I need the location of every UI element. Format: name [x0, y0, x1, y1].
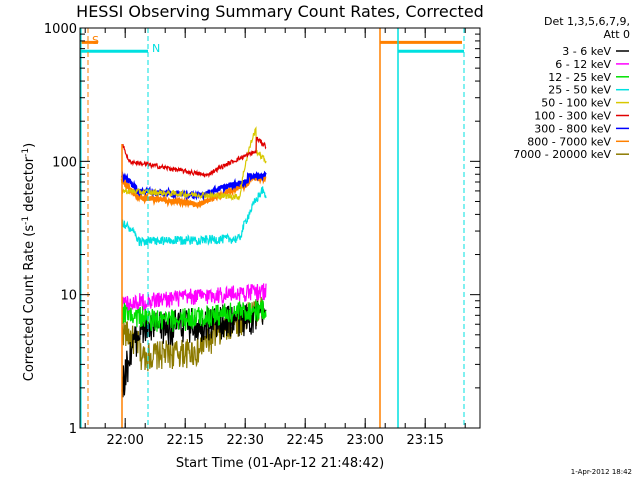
plot-frame — [79, 27, 481, 429]
legend-header-line1: Det 1,3,5,6,7,9, — [544, 15, 630, 28]
series-line — [121, 136, 267, 178]
series-line — [121, 298, 267, 332]
legend-label: 3 - 6 keV — [562, 45, 611, 58]
x-axis-label: Start Time (01-Apr-12 21:48:42) — [176, 456, 384, 471]
y-tick-label: 1 — [69, 422, 77, 437]
legend-label: 7000 - 20000 keV — [513, 148, 611, 161]
legend-label: 25 - 50 keV — [548, 84, 611, 97]
flag-label-n: N — [152, 42, 160, 55]
flag-label-s: S — [92, 34, 99, 47]
y-tick-label: 10 — [60, 289, 77, 304]
series-line — [121, 283, 267, 312]
legend-label: 50 - 100 keV — [541, 97, 611, 110]
chart-title: HESSI Observing Summary Count Rates, Cor… — [76, 2, 484, 21]
y-axis-label: Corrected Count Rate (s-1 detector-1) — [21, 143, 37, 381]
y-tick-label: 1000 — [44, 22, 77, 37]
x-tick-label: 22:15 — [166, 433, 203, 448]
data-layer: SN — [80, 28, 465, 428]
series-line — [121, 126, 267, 201]
legend-label: 6 - 12 keV — [555, 58, 611, 71]
legend-header-line2: Att 0 — [604, 28, 630, 41]
x-tick-label: 22:30 — [226, 433, 263, 448]
legend-label: 12 - 25 keV — [548, 71, 611, 84]
legend-label: 300 - 800 keV — [534, 122, 611, 135]
y-tick-label: 100 — [52, 155, 77, 170]
x-tick-label: 22:00 — [106, 433, 143, 448]
timestamp: 1-Apr-2012 18:42 — [571, 468, 632, 476]
series-line — [121, 186, 267, 247]
x-tick-label: 23:00 — [346, 433, 383, 448]
legend-label: 800 - 7000 keV — [527, 135, 611, 148]
legend-label: 100 - 300 keV — [534, 110, 611, 123]
x-tick-label: 22:45 — [286, 433, 323, 448]
x-tick-label: 23:15 — [406, 433, 443, 448]
axis-layer: 1 10 100 1000 22:00 22:15 22:30 22:45 23:00 23:15 — [44, 22, 481, 448]
